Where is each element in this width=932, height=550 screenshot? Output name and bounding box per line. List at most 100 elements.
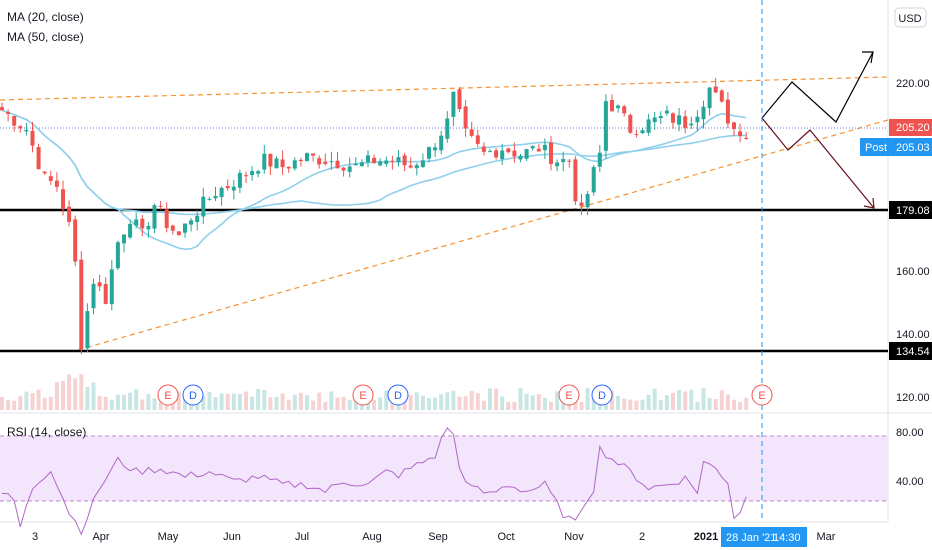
candle — [268, 153, 273, 175]
rsi-legend[interactable]: RSI (14, close) — [7, 425, 86, 439]
volume-bar — [427, 398, 431, 410]
candle — [597, 145, 602, 172]
candle — [183, 223, 187, 238]
candle — [262, 144, 267, 174]
ma50-line — [1, 109, 747, 216]
candle — [347, 157, 352, 178]
candle — [244, 171, 248, 184]
candle — [427, 146, 431, 163]
upper-trend-line — [0, 76, 889, 101]
candle — [274, 156, 279, 169]
volume-bar — [91, 382, 96, 410]
volume-bar — [207, 391, 212, 410]
volume-bar — [494, 388, 499, 410]
volume-bar — [24, 391, 29, 410]
candle — [54, 172, 59, 192]
candle — [286, 166, 291, 173]
volume-bar — [457, 396, 462, 410]
candle — [0, 102, 4, 111]
volume-bar — [347, 399, 352, 410]
candle — [280, 150, 285, 175]
candle — [494, 148, 499, 160]
volume-bar — [701, 388, 706, 410]
cursor-time: 14:30 — [773, 532, 801, 544]
candle — [329, 151, 334, 170]
candle — [42, 171, 47, 176]
price-tick: 220.00 — [896, 78, 930, 90]
candle — [585, 191, 590, 216]
earnings-marker[interactable]: E — [751, 384, 773, 406]
candle — [213, 186, 218, 201]
candle — [366, 150, 370, 168]
candle — [457, 87, 462, 112]
candle — [475, 129, 480, 148]
volume-bar — [420, 395, 425, 410]
volume-bar — [262, 389, 267, 410]
volume-bar — [536, 394, 541, 410]
dividend-marker[interactable]: D — [591, 384, 613, 406]
time-label: 2021 — [694, 531, 718, 543]
volume-bar — [54, 382, 59, 410]
volume-bar — [524, 394, 529, 410]
projection-down-arrowhead — [863, 197, 875, 209]
volume-bar — [170, 398, 175, 410]
volume-bar — [311, 400, 316, 410]
candle — [48, 170, 53, 186]
candle — [79, 251, 84, 355]
volume-bar — [237, 394, 242, 410]
volume-bar — [183, 398, 187, 410]
ma50-legend[interactable]: MA (50, close) — [7, 30, 84, 44]
earnings-marker[interactable]: E — [352, 384, 374, 406]
post-market-value: 205.03 — [896, 142, 930, 154]
projection-up-arrowhead — [862, 51, 874, 64]
volume-bar — [317, 392, 322, 410]
candles — [0, 77, 749, 355]
candle — [390, 155, 395, 170]
volume-bar — [475, 393, 480, 410]
candle — [561, 151, 566, 172]
volume-bar — [481, 400, 486, 410]
volume-bar — [732, 399, 736, 410]
volume-bar — [305, 395, 309, 410]
candle — [732, 121, 736, 136]
ma20-legend[interactable]: MA (20, close) — [7, 10, 84, 24]
time-label: Nov — [564, 531, 584, 543]
candle — [634, 129, 639, 138]
candle — [335, 152, 340, 169]
rsi-line — [1, 427, 747, 536]
volume-bar — [610, 390, 614, 410]
post-market-label: Post — [865, 142, 887, 154]
candle — [231, 180, 236, 200]
candle — [317, 155, 322, 169]
time-label: Jul — [295, 531, 309, 543]
volume-bar — [244, 391, 248, 410]
candle — [250, 166, 255, 181]
volume-bar — [73, 378, 78, 410]
earnings-marker[interactable]: E — [558, 384, 580, 406]
volume-bar — [488, 388, 492, 410]
volume-bar — [61, 381, 65, 410]
currency-button[interactable]: USD — [894, 7, 927, 28]
volume-bar — [268, 397, 273, 410]
rsi-tick: 40.00 — [896, 476, 924, 488]
candle — [134, 212, 139, 229]
time-label: 2 — [639, 531, 645, 543]
volume-bar — [725, 394, 730, 410]
earnings-marker[interactable]: E — [157, 384, 179, 406]
candle — [152, 203, 157, 234]
volume-bar — [384, 390, 389, 410]
volume-bar — [158, 401, 163, 410]
volume-bar — [256, 389, 261, 410]
candle — [683, 110, 688, 134]
candle — [67, 200, 72, 227]
dividend-marker[interactable]: D — [387, 384, 409, 406]
volume-bar — [353, 398, 358, 410]
volume-bar — [329, 391, 334, 410]
candle — [713, 77, 718, 94]
candle — [664, 105, 669, 116]
volume-bar — [707, 398, 712, 410]
volume-bar — [298, 392, 303, 410]
rsi-tick: 80.00 — [896, 427, 924, 439]
volume-bar — [506, 401, 511, 410]
dividend-marker[interactable]: D — [182, 384, 204, 406]
